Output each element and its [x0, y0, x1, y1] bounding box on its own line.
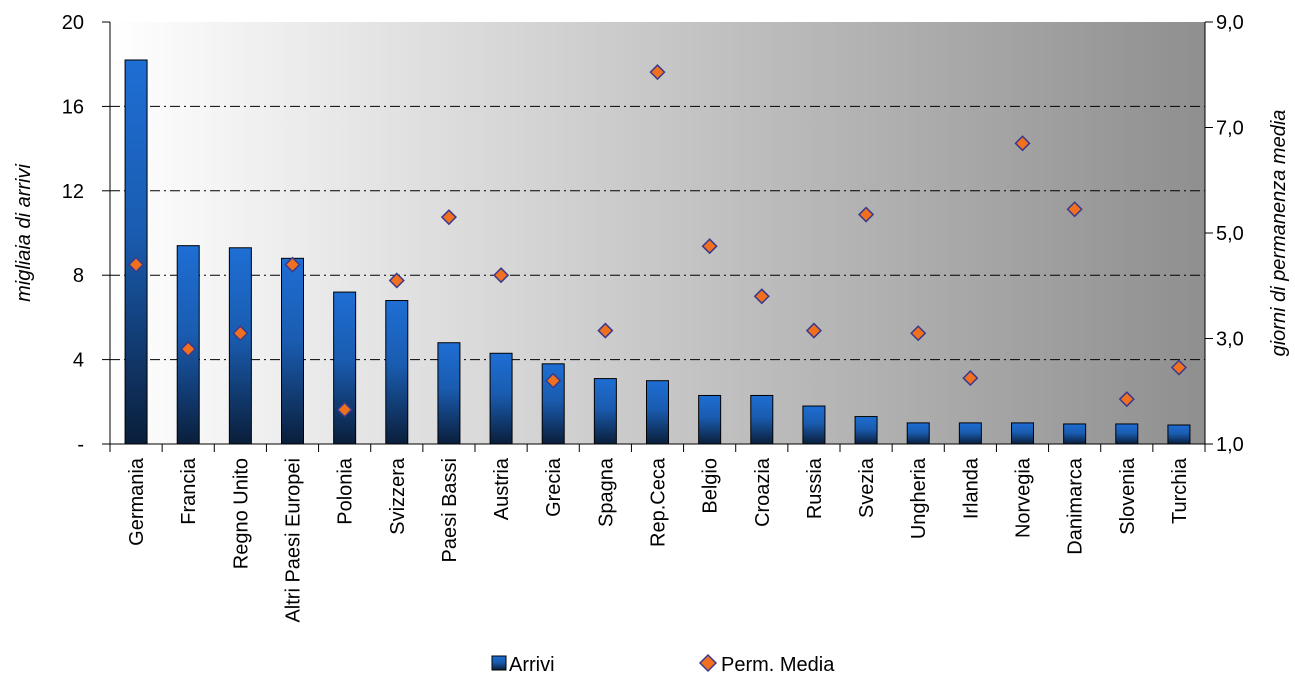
category-label: Austria	[491, 457, 513, 520]
marker-perm-media	[1118, 391, 1135, 408]
bar-arrivi	[958, 422, 982, 445]
bar-arrivi	[698, 394, 722, 445]
category-label: Ungheria	[908, 457, 930, 539]
right-tick-label: 7,0	[1216, 118, 1244, 140]
right-axis-title: giorni di permanenza media	[1268, 110, 1290, 357]
bar-arrivi	[124, 59, 148, 445]
marker-perm-media	[545, 372, 562, 389]
bar-arrivi	[593, 378, 617, 445]
right-tick-label: 9,0	[1216, 12, 1244, 34]
marker-perm-media	[336, 401, 353, 418]
right-axis-ticks: 9,0 7,0 5,0 3,0 1,0	[1216, 12, 1244, 456]
category-label: Altri Paesi Europei	[283, 458, 305, 623]
left-axis-ticks: 20 16 12 8 4 -	[62, 12, 84, 456]
category-label: Slovenia	[1117, 457, 1139, 535]
marker-perm-media	[1014, 135, 1031, 152]
marker-perm-media	[701, 238, 718, 255]
left-tick-label: 16	[62, 96, 84, 118]
bar-arrivi	[750, 394, 774, 445]
marker-perm-media	[1066, 201, 1083, 218]
marker-perm-media	[388, 272, 405, 289]
category-label: Russia	[804, 457, 826, 519]
legend-perm-media-marker	[698, 653, 718, 673]
bar-arrivi	[333, 291, 357, 445]
bar-arrivi	[1115, 423, 1139, 445]
marker-perm-media	[753, 288, 770, 305]
category-label: Spagna	[595, 457, 617, 527]
marker-perm-media	[910, 325, 927, 342]
legend-perm-media-label: Perm. Media	[721, 654, 835, 676]
right-tick-label: 5,0	[1216, 223, 1244, 245]
category-label: Svezia	[856, 457, 878, 518]
bar-arrivi	[646, 380, 669, 445]
right-tick-label: 1,0	[1216, 434, 1244, 456]
marker-perm-media	[805, 322, 822, 339]
perm-media-markers	[128, 64, 1187, 418]
left-tick-label: 20	[62, 12, 84, 34]
bar-arrivi	[281, 257, 304, 445]
category-label: Francia	[178, 457, 200, 525]
category-label: Croazia	[752, 457, 774, 527]
marker-perm-media	[180, 340, 197, 358]
category-label: Regno Unito	[230, 458, 252, 569]
left-tick-label: 12	[62, 181, 84, 203]
marker-perm-media	[128, 256, 145, 273]
category-label: Turchia	[1169, 457, 1191, 524]
marker-perm-media	[493, 267, 510, 284]
bar-arrivi	[906, 422, 930, 445]
axes	[102, 21, 1213, 452]
category-label: Irlanda	[960, 457, 982, 519]
category-label: Paesi Bassi	[439, 458, 461, 563]
left-tick-label: -	[77, 434, 84, 456]
legend-arrivi-swatch	[491, 655, 507, 671]
marker-perm-media	[597, 322, 614, 339]
marker-perm-media	[858, 206, 875, 223]
category-labels: Germania Francia Regno Unito Altri Paesi Eu…	[126, 457, 1191, 622]
category-label: Polonia	[335, 457, 357, 525]
category-label: Norvegia	[1013, 457, 1035, 538]
category-label: Germania	[126, 457, 148, 546]
marker-perm-media	[232, 325, 249, 342]
legend: Arrivi Perm. Media	[491, 653, 835, 676]
marker-perm-media	[1170, 359, 1187, 376]
marker-perm-media	[284, 256, 301, 273]
bar-arrivi	[1167, 424, 1191, 445]
bar-arrivi	[1011, 422, 1034, 445]
category-label: Grecia	[543, 457, 565, 517]
bar-arrivi	[385, 300, 409, 445]
bar-arrivi	[228, 247, 252, 445]
marker-perm-media	[962, 370, 979, 387]
category-label: Belgio	[700, 458, 722, 514]
legend-arrivi-label: Arrivi	[509, 654, 555, 676]
bar-arrivi	[1063, 423, 1087, 445]
bar-arrivi	[437, 342, 461, 445]
left-tick-label: 4	[73, 350, 84, 372]
left-tick-label: 8	[73, 265, 84, 287]
marker-perm-media	[440, 209, 457, 226]
marker-perm-media	[649, 64, 666, 81]
bar-arrivi	[854, 416, 878, 445]
arrivi-bars	[124, 59, 1191, 445]
left-axis-title: migliaia di arrivi	[13, 164, 35, 302]
bar-arrivi	[802, 405, 826, 445]
category-label: Rep.Ceca	[648, 457, 670, 547]
bar-arrivi	[489, 352, 513, 445]
right-tick-label: 3,0	[1216, 329, 1244, 351]
category-label: Danimarca	[1065, 457, 1087, 555]
category-label: Svizzera	[387, 457, 409, 535]
